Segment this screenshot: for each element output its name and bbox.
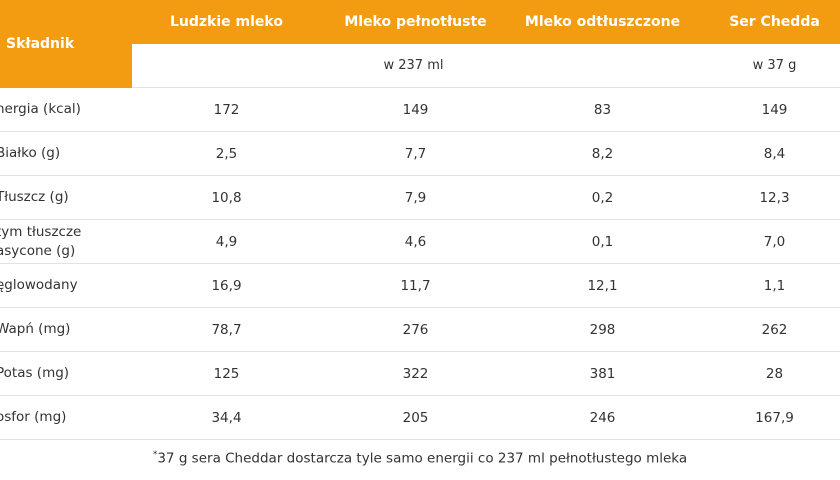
table-cell: 8,4 (695, 131, 840, 176)
table-cell: 322 (321, 351, 510, 396)
table-cell: 0,2 (510, 175, 695, 220)
unit-milk: w 237 ml (132, 44, 695, 88)
table-cell: 125 (132, 351, 321, 396)
table-cell: 8,2 (510, 131, 695, 176)
table-cell: 78,7 (132, 307, 321, 352)
table-cell: 4,6 (321, 219, 510, 264)
table-row: Tłuszcz (g) 10,8 7,9 0,2 12,3 (0, 175, 840, 220)
table-cell: 172 (132, 87, 321, 132)
nutrition-comparison-table: Składnik Ludzkie mleko Mleko pełnotłuste… (0, 0, 840, 440)
table-cell: 12,1 (510, 263, 695, 308)
table-cell: 149 (321, 87, 510, 132)
table-cell: 262 (695, 307, 840, 352)
table-cell: 246 (510, 395, 695, 440)
footnote: *37 g sera Cheddar dostarcza tyle samo e… (0, 450, 840, 467)
units-row: w 237 ml w 37 g (0, 44, 840, 88)
table-row: tym tłuszcze asycone (g)4,94,60,17,0 (0, 219, 840, 264)
table-cell: 298 (510, 307, 695, 352)
row-label: Potas (mg) (0, 351, 132, 396)
nutrition-table-container: Składnik Ludzkie mleko Mleko pełnotłuste… (0, 0, 840, 440)
table-row: Białko (g) 2,5 7,7 8,2 8,4 (0, 131, 840, 176)
header-skim-milk: Mleko odtłuszczone (510, 0, 695, 44)
row-label: tym tłuszcze asycone (g) (0, 219, 132, 264)
row-label: ęglowodany (0, 263, 132, 308)
footnote-marker: * (152, 450, 158, 460)
table-row: ęglowodany 16,9 11,7 12,1 1,1 (0, 263, 840, 308)
table-row: osfor (mg) 34,4 205 246 167,9 (0, 395, 840, 440)
table-cell: 7,9 (321, 175, 510, 220)
table-cell: 34,4 (132, 395, 321, 440)
table-cell: 4,9 (132, 219, 321, 264)
table-cell: 7,0 (695, 219, 840, 264)
table-cell: 167,9 (695, 395, 840, 440)
table-cell: 83 (510, 87, 695, 132)
table-header-row: Składnik Ludzkie mleko Mleko pełnotłuste… (0, 0, 840, 88)
table-cell: 12,3 (695, 175, 840, 220)
table-cell: 0,1 (510, 219, 695, 264)
header-ingredient: Składnik (0, 0, 132, 88)
row-label: nergia (kcal) (0, 87, 132, 132)
table-row: Potas (mg) 125 322 381 28 (0, 351, 840, 396)
table-row: nergia (kcal) 172 149 83 149 (0, 87, 840, 132)
table-cell: 28 (695, 351, 840, 396)
row-label: Białko (g) (0, 131, 132, 176)
table-cell: 16,9 (132, 263, 321, 308)
footnote-text: 37 g sera Cheddar dostarcza tyle samo en… (157, 450, 688, 467)
table-body: nergia (kcal) 172 149 83 149 Białko (g) 2,5 7,… (0, 87, 840, 440)
header-whole-milk: Mleko pełnotłuste (321, 0, 510, 44)
table-cell: 2,5 (132, 131, 321, 176)
table-cell: 276 (321, 307, 510, 352)
header-human-milk: Ludzkie mleko (132, 0, 321, 44)
row-label: osfor (mg) (0, 395, 132, 440)
table-cell: 10,8 (132, 175, 321, 220)
unit-cheese: w 37 g (695, 44, 840, 88)
table-cell: 7,7 (321, 131, 510, 176)
table-cell: 1,1 (695, 263, 840, 308)
row-label: Tłuszcz (g) (0, 175, 132, 220)
header-cheddar: Ser Chedda (695, 0, 840, 44)
row-label: Wapń (mg) (0, 307, 132, 352)
table-cell: 149 (695, 87, 840, 132)
table-row: Wapń (mg) 78,7 276 298 262 (0, 307, 840, 352)
table-cell: 205 (321, 395, 510, 440)
table-cell: 11,7 (321, 263, 510, 308)
table-cell: 381 (510, 351, 695, 396)
